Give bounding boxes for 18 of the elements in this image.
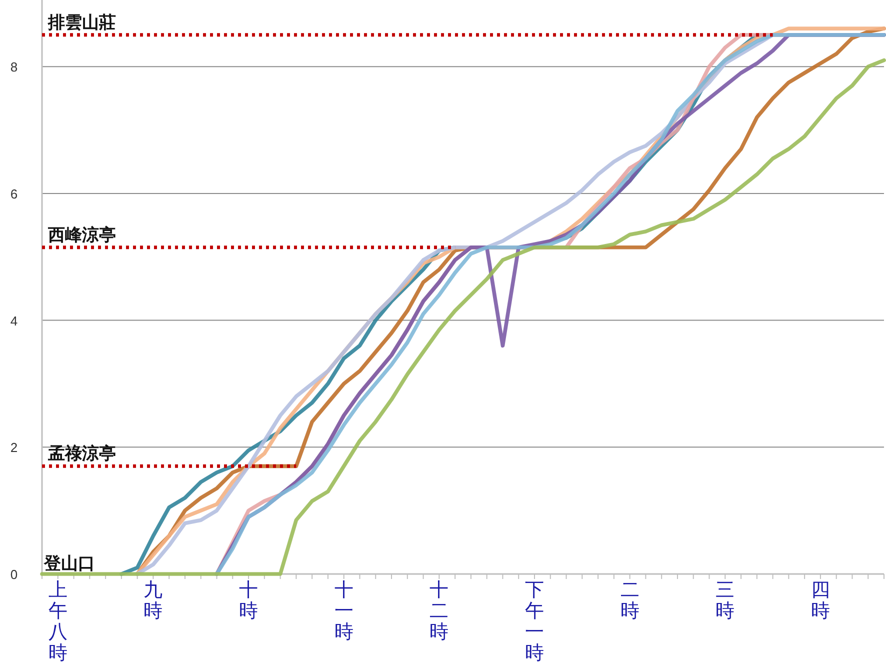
series-label: 排雲山莊 bbox=[47, 12, 116, 33]
y-tick-label: 8 bbox=[10, 60, 18, 75]
x-tick-label: 十二時 bbox=[430, 579, 449, 643]
x-tick-label: 下午一時 bbox=[524, 579, 544, 664]
annotation: 登山口 bbox=[43, 554, 95, 574]
x-tick-label: 十一時 bbox=[334, 579, 354, 643]
y-tick-label: 2 bbox=[10, 440, 18, 456]
y-tick-label: 0 bbox=[10, 567, 18, 582]
x-tick-label: 四時 bbox=[810, 579, 830, 622]
x-tick-label: 二時 bbox=[620, 579, 640, 622]
x-tick-label: 上午八時 bbox=[48, 579, 68, 664]
series-label: 孟祿涼亭 bbox=[47, 444, 116, 464]
x-tick-label: 十時 bbox=[239, 579, 258, 622]
x-tick-label: 九時 bbox=[144, 579, 163, 622]
y-tick-label: 6 bbox=[10, 186, 18, 202]
x-tick-label: 三時 bbox=[716, 579, 735, 622]
y-tick-label: 4 bbox=[10, 313, 18, 328]
series-label: 西峰涼亭 bbox=[47, 225, 116, 246]
